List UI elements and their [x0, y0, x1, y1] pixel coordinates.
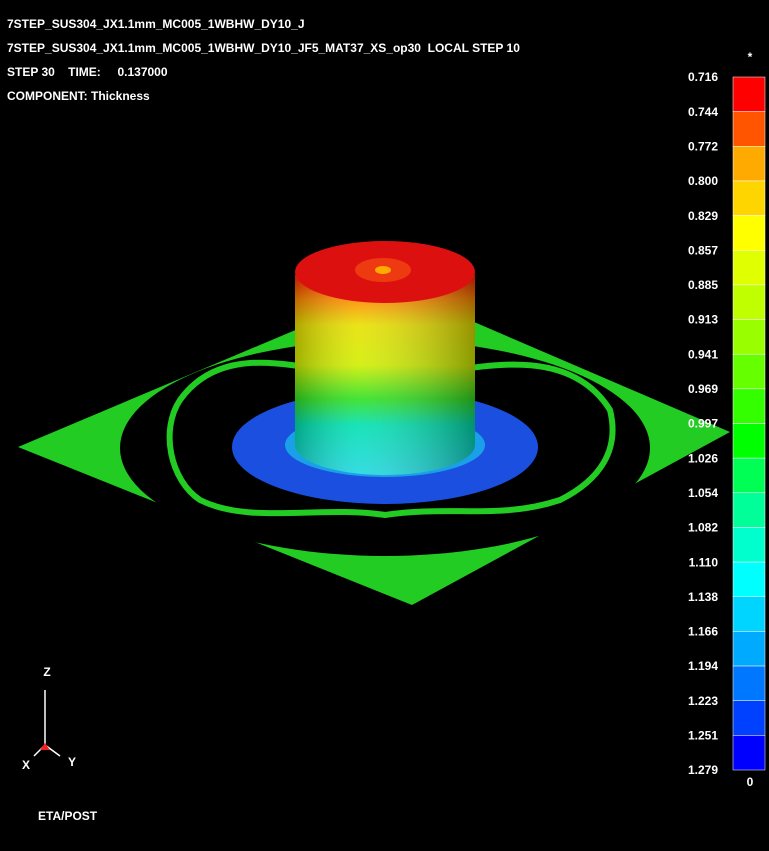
footer: ETA/POST [38, 809, 98, 823]
triad-origin [40, 743, 50, 750]
legend-label: 1.223 [688, 694, 718, 708]
legend-band [732, 180, 766, 216]
legend-label: 1.251 [688, 729, 718, 743]
legend-label: 1.054 [688, 486, 718, 500]
legend-marker-top: * [748, 50, 753, 64]
legend-band [732, 388, 766, 424]
legend-label: 0.829 [688, 209, 718, 223]
legend-marker-bottom: 0 [747, 775, 754, 789]
legend-band [732, 250, 766, 286]
legend-band [732, 111, 766, 147]
legend-band [732, 284, 766, 320]
legend-label: 0.885 [688, 278, 718, 292]
legend-band [732, 319, 766, 355]
model-subtitle: 7STEP_SUS304_JX1.1mm_MC005_1WBHW_DY10_JF… [7, 41, 520, 55]
legend-band [732, 146, 766, 182]
legend-band [732, 735, 766, 771]
legend-band [732, 631, 766, 667]
legend: * 0 0.716 0.744 0.772 0.800 0.829 0.857 0.885 0… [688, 50, 766, 789]
legend-band [732, 76, 766, 112]
legend-label: 1.138 [688, 590, 718, 604]
y-label: Y [68, 755, 76, 769]
legend-label: 1.026 [688, 451, 718, 465]
model-title: 7STEP_SUS304_JX1.1mm_MC005_1WBHW_DY10_J [7, 17, 305, 31]
legend-label: 0.857 [688, 243, 718, 257]
legend-band [732, 665, 766, 701]
legend-label: 0.997 [688, 417, 718, 431]
legend-label: 1.166 [688, 625, 718, 639]
legend-label: 0.913 [688, 313, 718, 327]
legend-band [732, 353, 766, 390]
legend-band [732, 527, 766, 563]
legend-band [732, 492, 766, 528]
step-time: STEP 30 TIME: 0.137000 [7, 65, 168, 79]
legend-label: 1.082 [688, 521, 718, 535]
legend-band [732, 215, 766, 251]
legend-label: 0.969 [688, 382, 718, 396]
legend-band [732, 700, 766, 736]
legend-band [732, 596, 766, 632]
header: 7STEP_SUS304_JX1.1mm_MC005_1WBHW_DY10_J … [7, 17, 520, 103]
model [18, 241, 730, 605]
legend-label: 0.744 [688, 105, 718, 119]
legend-label: 0.800 [688, 174, 718, 188]
legend-band [732, 561, 766, 597]
legend-label: 1.279 [688, 763, 718, 777]
legend-band [732, 423, 766, 459]
legend-label: 0.772 [688, 139, 718, 153]
x-label: X [22, 758, 30, 772]
legend-label: 1.194 [688, 659, 718, 673]
cylinder-shade [295, 275, 475, 475]
component: COMPONENT: Thickness [7, 89, 150, 103]
legend-label: 1.110 [689, 555, 719, 569]
legend-label: 0.716 [688, 70, 718, 84]
axis-triad: Z X Y [22, 665, 76, 772]
legend-label: 0.941 [688, 347, 718, 361]
top-center-core [375, 266, 391, 274]
z-label: Z [43, 665, 50, 679]
legend-band [732, 457, 766, 494]
